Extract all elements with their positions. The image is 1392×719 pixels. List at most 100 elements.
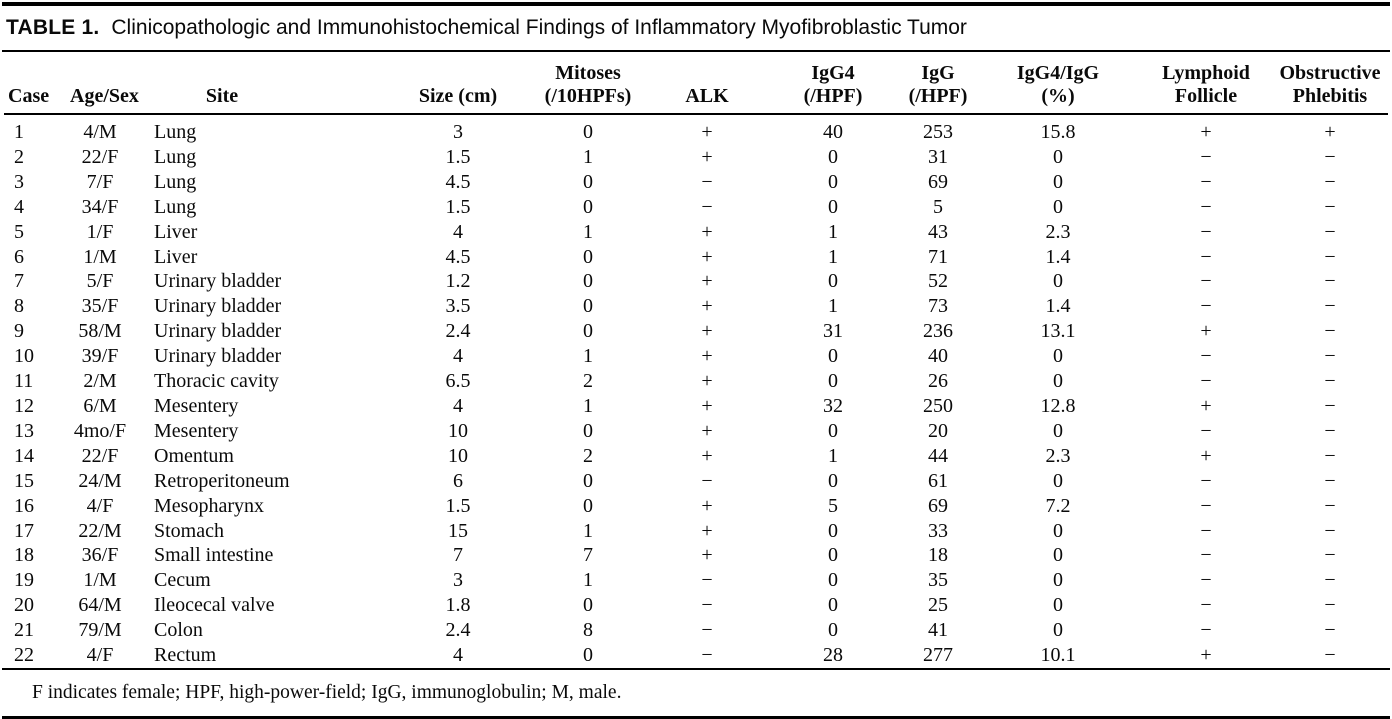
cell-igg4-igg-ratio: 15.8 — [1040, 121, 1076, 143]
cell-igg: 250 — [923, 394, 953, 417]
cell-size: 4.5 — [445, 170, 471, 193]
cell-site: Thoracic cavity — [154, 370, 279, 393]
cell-igg4: 0 — [828, 195, 838, 218]
cell-lymphoid-follicle: + — [1200, 444, 1212, 467]
cell-obstructive-phlebitis: − — [1324, 370, 1336, 393]
cell-size: 1.8 — [445, 594, 471, 617]
cell-igg4-igg-ratio: 7.2 — [1045, 494, 1071, 517]
table-row: 3 7/F Lung 4.5 0 − 0 69 0 − − — [4, 170, 1388, 195]
cell-case: 1 — [14, 121, 24, 143]
cell-age-sex: 35/F — [81, 295, 119, 318]
table-row: 5 1/F Liver 4 1 +1 43 2.3 − − — [4, 220, 1388, 245]
cell-age-sex: 64/M — [78, 594, 122, 617]
cell-alk: + — [701, 270, 713, 293]
cell-mitoses: 0 — [583, 644, 593, 667]
cell-age-sex: 1/M — [83, 569, 117, 592]
cell-site: Lung — [154, 145, 197, 168]
cell-igg4: 0 — [828, 370, 838, 393]
table-row: 8 35/F Urinary bladder 3.5 0 +1 73 1.4 − − — [4, 294, 1388, 319]
cell-size: 1.5 — [445, 145, 471, 168]
cell-size: 1.5 — [445, 494, 471, 517]
cell-obstructive-phlebitis: − — [1324, 345, 1336, 368]
cell-case: 11 — [14, 370, 34, 393]
footnote-text: F indicates female; HPF, high-power-fiel… — [32, 681, 622, 703]
cell-mitoses: 0 — [583, 195, 593, 218]
cell-age-sex: 4mo/F — [73, 419, 127, 442]
table-row: 7 5/F Urinary bladder 1.2 0 +0 52 0 − − — [4, 269, 1388, 294]
cell-age-sex: 4/F — [86, 644, 114, 667]
cell-size: 4 — [453, 394, 463, 417]
cell-igg4: 0 — [828, 170, 838, 193]
cell-site: Liver — [154, 245, 198, 268]
cell-igg: 69 — [928, 494, 948, 517]
cell-igg4-igg-ratio: 0 — [1053, 519, 1063, 542]
cell-obstructive-phlebitis: − — [1324, 195, 1336, 218]
cell-alk: + — [701, 345, 713, 368]
cell-lymphoid-follicle: − — [1200, 469, 1212, 492]
cell-case: 9 — [14, 320, 24, 343]
cell-igg4-igg-ratio: 13.1 — [1040, 320, 1076, 343]
cell-mitoses: 1 — [583, 569, 593, 592]
cell-lymphoid-follicle: − — [1200, 569, 1212, 592]
table-row: 10 39/F Urinary bladder 4 1 +0 40 0 − − — [4, 344, 1388, 369]
col-header-obstructive-phlebitis: Obstructive Phlebitis — [1272, 52, 1388, 115]
cell-igg4: 0 — [828, 569, 838, 592]
cell-alk: − — [701, 594, 713, 617]
cell-igg: 40 — [928, 345, 948, 368]
cell-lymphoid-follicle: − — [1200, 170, 1212, 193]
cell-igg4-igg-ratio: 0 — [1053, 419, 1063, 442]
findings-table: Case Age/Sex Site Size (cm) Mitoses (/10… — [4, 52, 1388, 668]
table-row: 1 4/M Lung 3 0 +40 253 15.8 + + — [4, 114, 1388, 145]
col-header-site: Site — [130, 52, 374, 115]
table-row: 2 22/F Lung 1.5 1 +0 31 0 − − — [4, 145, 1388, 170]
cell-mitoses: 0 — [583, 245, 593, 268]
cell-site: Ileocecal valve — [154, 594, 275, 617]
cell-igg4-igg-ratio: 0 — [1053, 619, 1063, 642]
cell-alk: − — [701, 644, 713, 667]
cell-size: 4.5 — [445, 245, 471, 268]
cell-case: 7 — [14, 270, 24, 293]
cell-size: 10 — [448, 419, 468, 442]
cell-alk: − — [701, 469, 713, 492]
cell-igg: 33 — [928, 519, 948, 542]
cell-igg4: 0 — [828, 544, 838, 567]
cell-alk: − — [701, 569, 713, 592]
cell-alk: + — [701, 544, 713, 567]
cell-alk: + — [701, 295, 713, 318]
cell-lymphoid-follicle: − — [1200, 594, 1212, 617]
cell-igg: 52 — [928, 270, 948, 293]
col-header-alk: ALK — [648, 52, 766, 115]
cell-mitoses: 0 — [583, 270, 593, 293]
cell-igg4-igg-ratio: 0 — [1053, 594, 1063, 617]
table-header: Case Age/Sex Site Size (cm) Mitoses (/10… — [4, 52, 1388, 115]
cell-obstructive-phlebitis: − — [1324, 644, 1336, 667]
cell-igg4: 1 — [828, 295, 838, 318]
cell-obstructive-phlebitis: − — [1324, 569, 1336, 592]
cell-igg4: 1 — [828, 444, 838, 467]
cell-mitoses: 1 — [583, 220, 593, 243]
cell-lymphoid-follicle: + — [1200, 121, 1212, 143]
cell-mitoses: 8 — [583, 619, 593, 642]
cell-igg4-igg-ratio: 2.3 — [1045, 220, 1071, 243]
cell-site: Lung — [154, 170, 197, 193]
cell-igg: 5 — [933, 195, 943, 218]
top-rule — [2, 2, 1390, 6]
cell-age-sex: 24/M — [78, 469, 122, 492]
cell-case: 13 — [14, 419, 34, 442]
cell-obstructive-phlebitis: − — [1324, 419, 1336, 442]
cell-igg4-igg-ratio: 0 — [1053, 195, 1063, 218]
cell-igg: 43 — [928, 220, 948, 243]
cell-case: 8 — [14, 295, 24, 318]
cell-case: 16 — [14, 494, 34, 517]
cell-lymphoid-follicle: − — [1200, 419, 1212, 442]
cell-igg4-igg-ratio: 0 — [1053, 170, 1063, 193]
cell-lymphoid-follicle: − — [1200, 195, 1212, 218]
cell-igg4: 0 — [828, 594, 838, 617]
cell-igg4: 0 — [828, 419, 838, 442]
cell-igg: 18 — [928, 544, 948, 567]
cell-obstructive-phlebitis: − — [1324, 544, 1336, 567]
cell-igg: 277 — [923, 644, 953, 667]
cell-mitoses: 0 — [583, 121, 593, 143]
cell-igg: 253 — [923, 121, 953, 143]
